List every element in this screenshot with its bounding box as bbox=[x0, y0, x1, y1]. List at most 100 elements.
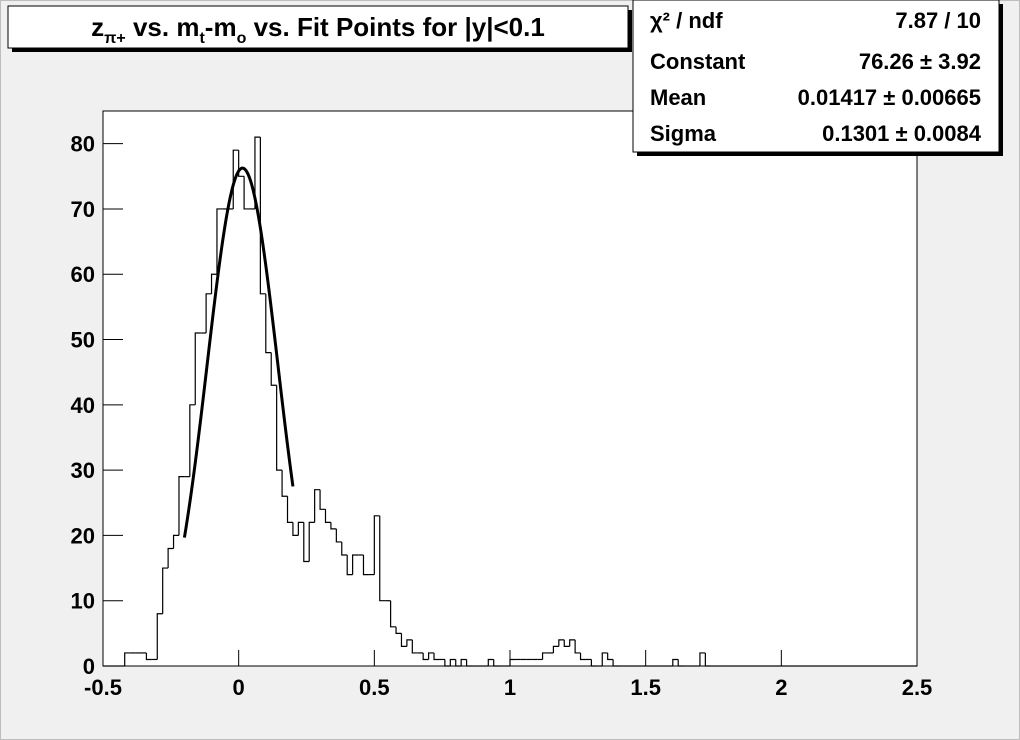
x-tick-label: -0.5 bbox=[84, 675, 122, 700]
histogram-bin bbox=[162, 567, 169, 614]
histogram-bin bbox=[265, 293, 272, 354]
histogram-bin bbox=[428, 652, 435, 660]
histogram-bin bbox=[145, 652, 152, 661]
histogram-bin bbox=[672, 658, 679, 666]
histogram-bin bbox=[411, 639, 418, 654]
histogram-bin bbox=[205, 293, 212, 333]
title-text: z bbox=[91, 12, 104, 42]
histogram-bin bbox=[444, 659, 451, 667]
histogram-bin bbox=[330, 522, 337, 530]
histogram-bin bbox=[579, 652, 586, 661]
histogram-bin bbox=[465, 659, 473, 667]
title-text: vs. Fit Points for |y|<0.1 bbox=[246, 12, 544, 42]
x-tick-label: 2.5 bbox=[902, 675, 933, 700]
x-tick-label: 0.5 bbox=[359, 675, 390, 700]
histogram-bin bbox=[493, 659, 500, 667]
stats-name: Constant bbox=[650, 49, 746, 74]
histogram-bin bbox=[390, 600, 397, 628]
histogram-bin bbox=[276, 385, 283, 471]
histogram-bin bbox=[156, 613, 163, 660]
histogram-bin bbox=[303, 522, 310, 563]
histogram-bin bbox=[281, 470, 288, 497]
y-tick-label: 0 bbox=[83, 654, 95, 679]
histogram-bin bbox=[552, 645, 559, 653]
histogram-bin bbox=[563, 639, 570, 648]
histogram-bin bbox=[270, 352, 277, 386]
x-tick-label: 2 bbox=[775, 675, 787, 700]
histogram-bin bbox=[509, 658, 516, 666]
y-tick-label: 80 bbox=[71, 132, 95, 157]
histogram-bin bbox=[243, 176, 250, 210]
histogram-bin bbox=[699, 652, 706, 666]
histogram-bin bbox=[379, 515, 386, 602]
histogram-bin bbox=[216, 208, 223, 275]
histogram-bin bbox=[487, 658, 494, 666]
stats-name: Mean bbox=[650, 85, 706, 110]
histogram-bin bbox=[406, 639, 413, 647]
histogram-bin bbox=[422, 652, 429, 661]
histogram-bin bbox=[341, 541, 348, 556]
y-tick-label: 30 bbox=[71, 458, 95, 483]
histogram-bin bbox=[677, 659, 684, 667]
histogram-bin bbox=[335, 528, 342, 543]
histogram-bin bbox=[541, 652, 548, 660]
histogram-bin bbox=[189, 404, 196, 477]
histogram-bin bbox=[449, 658, 456, 666]
histogram-bin bbox=[612, 659, 619, 667]
y-tick-label: 20 bbox=[71, 523, 95, 548]
histogram-bin bbox=[558, 639, 565, 647]
histogram-bin bbox=[346, 555, 353, 576]
y-tick-label: 60 bbox=[71, 262, 95, 287]
y-tick-label: 40 bbox=[71, 393, 95, 418]
histogram-bin bbox=[460, 658, 467, 666]
histogram-bin bbox=[194, 332, 201, 405]
histogram-bin bbox=[308, 521, 315, 562]
histogram-bin bbox=[292, 522, 299, 537]
histogram-bin bbox=[373, 515, 380, 575]
histogram-bin bbox=[362, 555, 369, 576]
title-box bbox=[7, 5, 629, 49]
y-tick-label: 70 bbox=[71, 197, 95, 222]
title-subscript: t bbox=[199, 30, 205, 47]
histogram-bin bbox=[590, 659, 597, 667]
histogram-bin bbox=[574, 639, 581, 654]
chart-title: zπ+ vs. mt-mo vs. Fit Points for |y|<0.1 bbox=[91, 12, 545, 47]
y-tick-label: 50 bbox=[71, 328, 95, 353]
stats-name: χ² / ndf bbox=[650, 8, 723, 33]
histogram-bin bbox=[455, 659, 462, 667]
histogram-bin bbox=[238, 150, 245, 177]
title-subscript: o bbox=[237, 30, 247, 47]
fit-curve bbox=[182, 166, 295, 538]
y-tick-label: 10 bbox=[71, 589, 95, 614]
stats-value: 76.26 ± 3.92 bbox=[859, 49, 981, 74]
histogram-bin bbox=[324, 509, 331, 523]
stats-name: Sigma bbox=[650, 121, 717, 146]
x-tick-label: 1.5 bbox=[630, 675, 661, 700]
histogram-bin bbox=[569, 639, 576, 647]
histogram-bin bbox=[286, 496, 293, 523]
histogram-bin bbox=[704, 652, 711, 667]
stats-value: 0.1301 ± 0.0084 bbox=[822, 121, 982, 146]
histogram-bin bbox=[601, 652, 608, 666]
histogram-bin bbox=[319, 489, 326, 510]
histogram-bin bbox=[178, 476, 185, 536]
histogram-bin bbox=[210, 273, 217, 294]
histogram-bin bbox=[352, 554, 359, 575]
x-tick-label: 0 bbox=[233, 675, 245, 700]
title-subscript: π+ bbox=[104, 30, 126, 47]
histogram-bin bbox=[254, 136, 261, 209]
x-tick-label: 1 bbox=[504, 675, 516, 700]
histogram-bin bbox=[167, 547, 174, 569]
title-text: vs. m bbox=[126, 12, 200, 42]
histogram-bin bbox=[172, 534, 179, 549]
stats-box bbox=[632, 0, 1000, 153]
histogram-bin bbox=[124, 652, 131, 666]
histogram-bin bbox=[395, 626, 402, 634]
histogram-bin bbox=[297, 521, 304, 536]
stats-value: 0.01417 ± 0.00665 bbox=[798, 85, 981, 110]
title-text: -m bbox=[205, 12, 237, 42]
histogram-bin bbox=[314, 489, 321, 523]
stats-value: 7.87 / 10 bbox=[895, 8, 981, 33]
